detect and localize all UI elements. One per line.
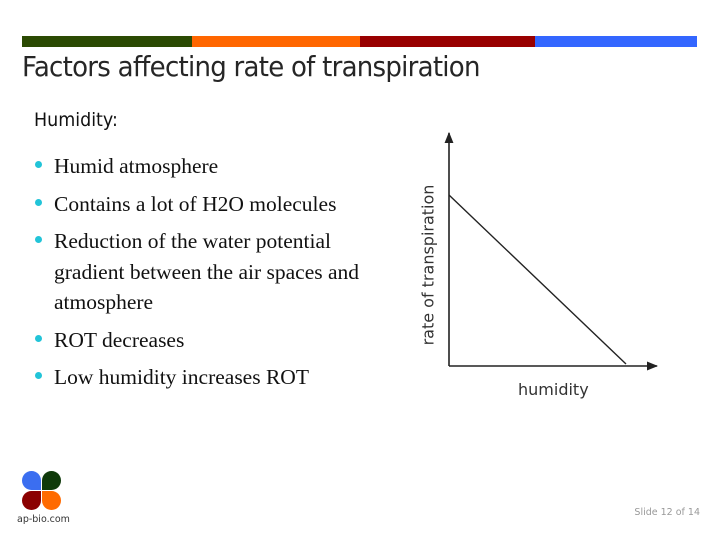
bullet-text: ROT decreases bbox=[54, 327, 185, 352]
bullet-item: Low humidity increases ROT bbox=[34, 362, 404, 393]
section-heading: Humidity: bbox=[34, 109, 118, 131]
bullet-item: Reduction of the water potential gradien… bbox=[34, 226, 404, 318]
bullet-dot-icon bbox=[35, 161, 42, 168]
color-bar-blue bbox=[535, 36, 697, 47]
graph-plot bbox=[444, 131, 659, 371]
bullet-list: Humid atmosphere Contains a lot of H2O m… bbox=[34, 151, 404, 400]
logo-text: ap-bio.com bbox=[17, 514, 70, 525]
bullet-dot-icon bbox=[35, 334, 42, 342]
color-bar-green bbox=[22, 36, 192, 47]
data-line bbox=[448, 194, 627, 365]
y-axis-label: rate of transpiration bbox=[418, 184, 438, 346]
bullet-item: Contains a lot of H2O molecules bbox=[34, 189, 404, 220]
bullet-dot-icon bbox=[35, 198, 42, 206]
bullet-dot-icon bbox=[35, 372, 42, 379]
color-bar-orange bbox=[192, 36, 360, 47]
logo-petal-green-icon bbox=[42, 471, 61, 490]
bullet-text: Contains a lot of H2O molecules bbox=[54, 191, 337, 216]
bullet-dot-icon bbox=[35, 236, 42, 243]
bullet-text: Humid atmosphere bbox=[54, 154, 219, 178]
logo-petal-red-icon bbox=[22, 491, 41, 510]
header-color-bar bbox=[22, 36, 697, 47]
bullet-item: ROT decreases bbox=[34, 325, 404, 356]
bullet-text: Low humidity increases ROT bbox=[54, 365, 309, 389]
x-axis-label: humidity bbox=[518, 380, 589, 399]
slide-number: Slide 12 of 14 bbox=[634, 507, 700, 518]
logo-petal-orange-icon bbox=[42, 491, 61, 510]
ap-bio-logo bbox=[22, 471, 62, 511]
color-bar-red bbox=[360, 36, 535, 47]
logo-petal-blue-icon bbox=[22, 471, 41, 490]
slide-title: Factors affecting rate of transpiration bbox=[22, 50, 480, 83]
bullet-text: Reduction of the water potential gradien… bbox=[54, 229, 360, 314]
humidity-graph: rate of transpiration humidity bbox=[400, 120, 680, 420]
bullet-item: Humid atmosphere bbox=[34, 151, 404, 182]
